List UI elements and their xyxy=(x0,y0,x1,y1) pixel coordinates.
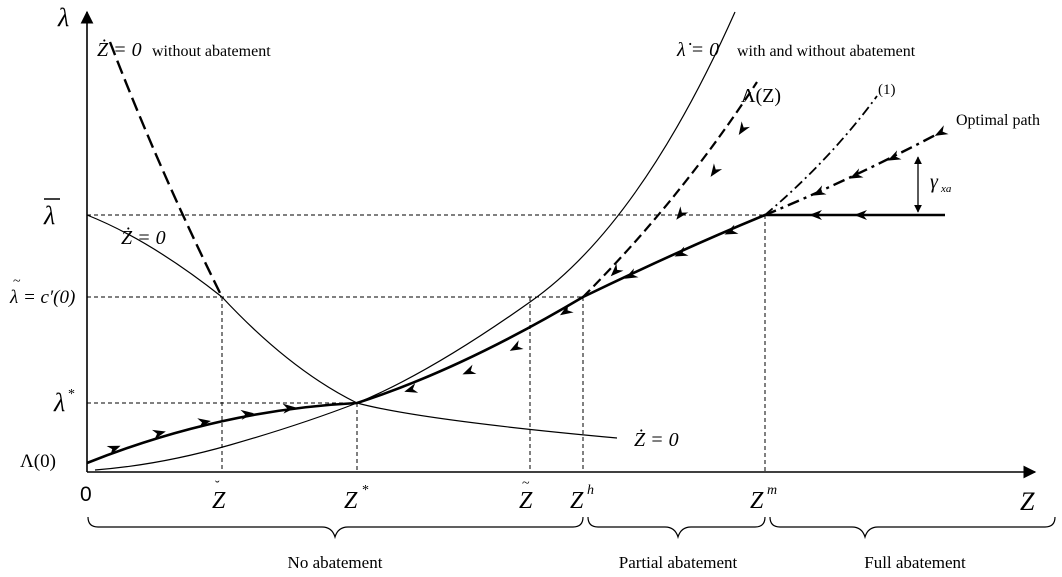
optimal-path-curve xyxy=(86,213,945,465)
direction-arrows xyxy=(106,121,949,456)
z-breve-label: Z xyxy=(212,488,226,514)
lambda-zero-label: Λ(0) xyxy=(20,451,56,472)
arrowhead xyxy=(197,418,211,429)
z-tilde-mark: ~ xyxy=(522,476,530,491)
arrowhead xyxy=(724,224,739,235)
zdot-with-abatement-curve xyxy=(86,214,618,439)
y-axis-label: λ xyxy=(57,3,69,32)
z-m-sup: m xyxy=(767,483,777,498)
lambdadot-zero-curve xyxy=(94,11,736,471)
zdot-without-suffix: without abatement xyxy=(152,43,271,60)
z-tilde-label: Z xyxy=(519,488,533,514)
z-breve-mark: ˘ xyxy=(215,479,220,494)
arrowhead xyxy=(282,403,296,414)
arrowhead xyxy=(738,121,751,136)
gamma-xa-sub: xa xyxy=(940,183,952,195)
arrowhead xyxy=(559,303,574,316)
arrowhead xyxy=(240,409,254,420)
brace-no-abatement xyxy=(87,516,584,540)
lambdadot-label: λ̇ = 0 xyxy=(676,39,719,61)
z-h-sup: h xyxy=(587,483,594,498)
arrowhead xyxy=(509,340,524,351)
partial-abatement-label: Partial abatement xyxy=(619,553,738,572)
path-one-curve xyxy=(764,95,878,216)
arrowhead xyxy=(854,210,867,220)
arrowhead xyxy=(710,163,723,177)
lambda-star-sup: * xyxy=(68,387,75,402)
lambda-tilde-mark: ~ xyxy=(13,274,21,289)
brace-full-abatement xyxy=(769,516,1056,540)
lambda-bar-label: λ xyxy=(43,201,55,230)
zdot-without-label: Ż = 0 xyxy=(97,38,142,61)
arrowhead xyxy=(676,206,689,220)
arrowhead xyxy=(462,364,477,375)
lambdadot-suffix: with and without abatement xyxy=(737,43,916,60)
curve-labels: Ż = 0 without abatement λ̇ = 0 with and … xyxy=(97,38,1040,451)
zdot-lower-label: Ż = 0 xyxy=(634,428,679,451)
full-abatement-label: Full abatement xyxy=(864,553,966,572)
zdot-upper-label: Ż = 0 xyxy=(121,226,166,249)
arrowhead xyxy=(106,445,121,456)
arrowhead xyxy=(151,429,166,440)
arrowhead xyxy=(404,383,419,393)
x-tick-labels: Z ˘ Z * Z ~ Z h Z m xyxy=(212,476,777,514)
capital-lambda-curve xyxy=(582,81,758,298)
lambda-tilde-label: λ = c′(0) xyxy=(9,287,75,308)
path-one-label: (1) xyxy=(878,82,896,98)
y-tick-labels: λ λ = c′(0) ~ λ * Λ(0) xyxy=(9,198,75,472)
region-braces xyxy=(87,516,1056,540)
optimal-path-label: Optimal path xyxy=(956,112,1040,129)
z-star-label: Z xyxy=(344,488,358,514)
z-m-label: Z xyxy=(750,488,764,514)
arrowhead xyxy=(812,185,827,196)
x-axis-label: Z xyxy=(1020,487,1035,516)
arrowhead xyxy=(674,246,689,257)
z-star-sup: * xyxy=(362,483,369,498)
brace-partial-abatement xyxy=(587,516,766,540)
no-abatement-label: No abatement xyxy=(288,553,383,572)
gamma-xa-label: γ xyxy=(930,171,939,193)
arrowhead xyxy=(610,263,624,277)
capital-lambda-label: Λ(Z) xyxy=(741,85,781,107)
arrowhead xyxy=(887,150,902,161)
lambda-star-label: λ xyxy=(53,388,65,417)
region-labels: No abatement Partial abatement Full abat… xyxy=(288,553,966,572)
zdot-without-abatement-curve xyxy=(108,41,224,298)
z-h-label: Z xyxy=(570,488,584,514)
arrowhead xyxy=(934,125,949,136)
arrowhead xyxy=(624,268,639,279)
arrowhead xyxy=(849,168,864,179)
arrowhead xyxy=(809,210,822,220)
origin-label: 0 xyxy=(80,483,92,506)
